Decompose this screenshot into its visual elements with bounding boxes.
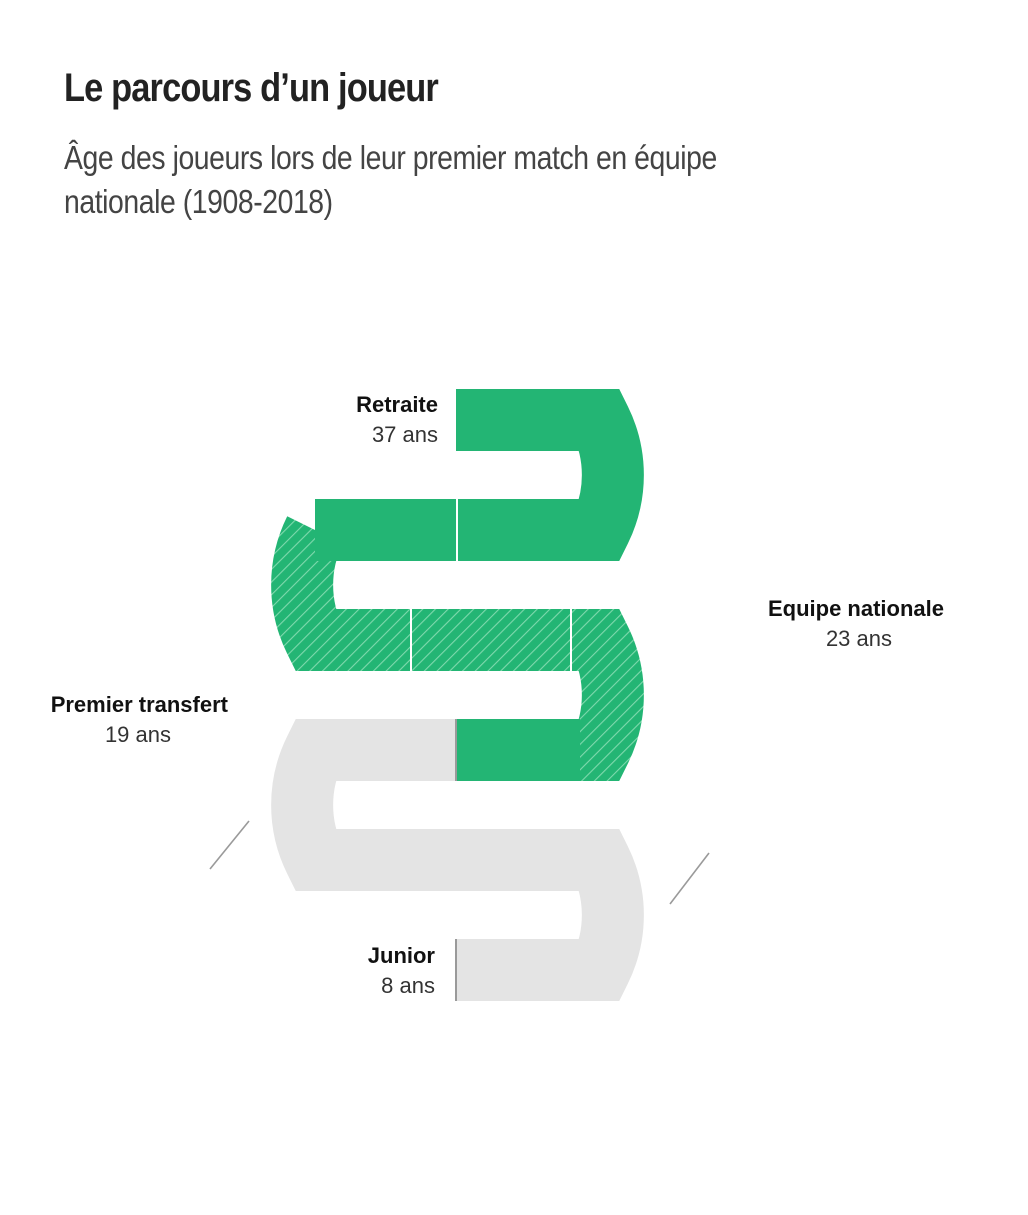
path-tick bbox=[209, 820, 250, 870]
milestone-age-junior: 8 ans bbox=[381, 973, 435, 998]
milestone-label-premier-transfert: Premier transfert bbox=[51, 692, 229, 717]
milestone-label-equipe-nationale: Equipe nationale bbox=[768, 596, 944, 621]
path-segment-career-to-retirement bbox=[315, 389, 644, 561]
milestone-age-premier-transfert: 19 ans bbox=[105, 722, 171, 747]
milestone-label-retraite: Retraite bbox=[356, 392, 438, 417]
milestone-label-junior: Junior bbox=[368, 943, 436, 968]
path-segment-national-team-hatched bbox=[271, 516, 644, 781]
milestone-age-retraite: 37 ans bbox=[372, 422, 438, 447]
milestone-age-equipe-nationale: 23 ans bbox=[826, 626, 892, 651]
chart-title: Le parcours d’un joueur bbox=[64, 66, 439, 110]
path-segment-junior-to-transfer bbox=[271, 719, 644, 1001]
chart-subtitle: Âge des joueurs lors de leur premier mat… bbox=[64, 139, 717, 220]
path-tick bbox=[669, 852, 710, 905]
